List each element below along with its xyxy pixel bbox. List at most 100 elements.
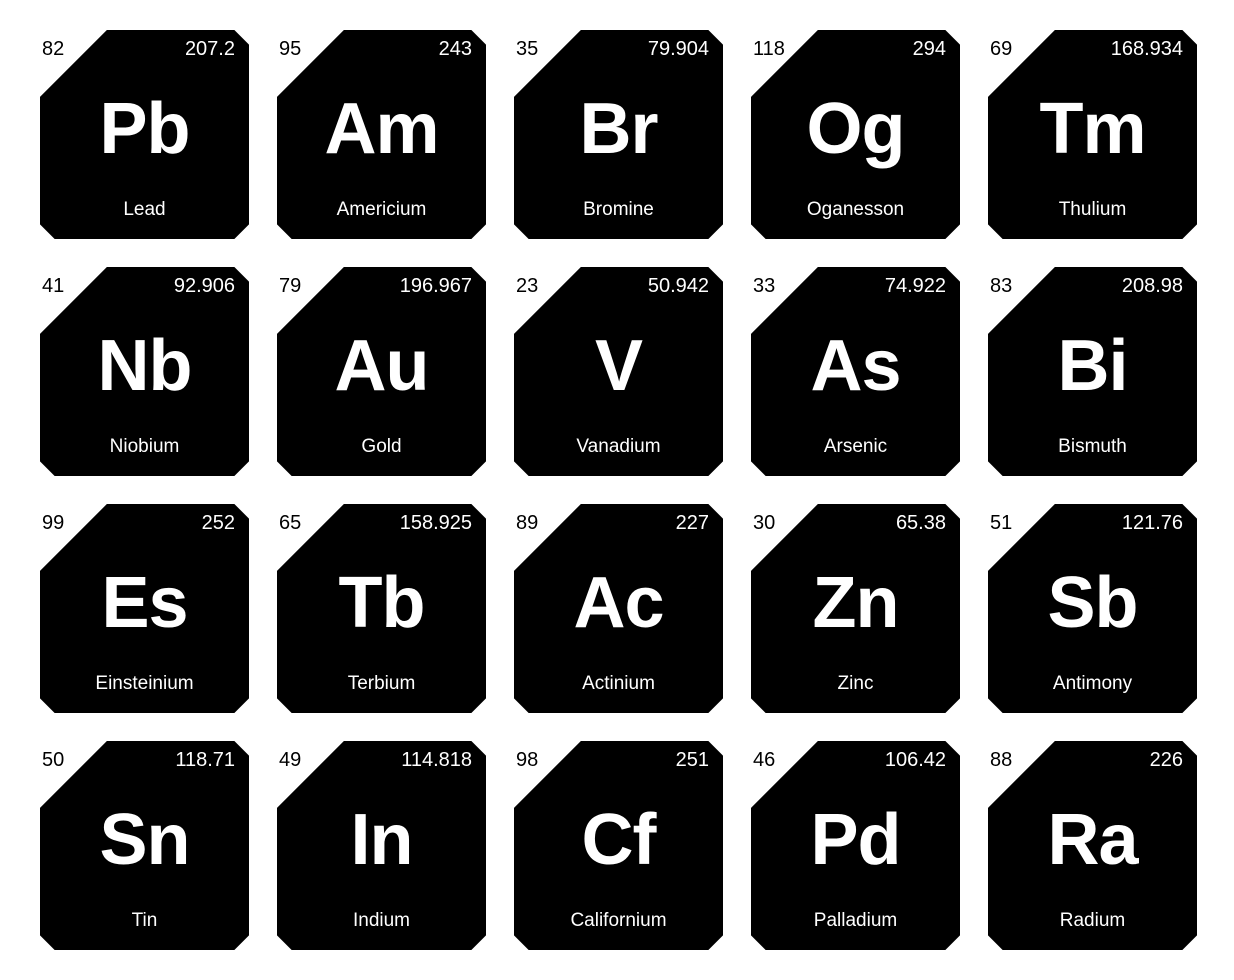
atomic-number: 30 — [753, 512, 775, 535]
element-symbol: Sb — [988, 567, 1197, 639]
atomic-mass: 114.818 — [401, 749, 472, 772]
element-tile: 98 251 Cf Californium — [514, 741, 723, 950]
atomic-mass: 118.71 — [175, 749, 235, 772]
atomic-mass: 50.942 — [648, 275, 709, 298]
atomic-mass: 227 — [676, 512, 709, 535]
atomic-number: 83 — [990, 275, 1012, 298]
element-name: Radium — [988, 910, 1197, 932]
element-symbol: As — [751, 330, 960, 402]
element-tile: 23 50.942 V Vanadium — [514, 267, 723, 476]
element-name: Vanadium — [514, 436, 723, 458]
element-tile: 50 118.71 Sn Tin — [40, 741, 249, 950]
atomic-mass: 121.76 — [1122, 512, 1183, 535]
element-tile: 89 227 Ac Actinium — [514, 504, 723, 713]
element-symbol: Ac — [514, 567, 723, 639]
element-tile: 30 65.38 Zn Zinc — [751, 504, 960, 713]
atomic-number: 99 — [42, 512, 64, 535]
atomic-number: 82 — [42, 38, 64, 61]
element-symbol: Tb — [277, 567, 486, 639]
element-grid: 82 207.2 Pb Lead 95 243 Am Americium 35 79.904 Br B… — [0, 0, 1234, 980]
atomic-mass: 226 — [1150, 749, 1183, 772]
atomic-number: 50 — [42, 749, 64, 772]
element-name: Tin — [40, 910, 249, 932]
atomic-mass: 252 — [202, 512, 235, 535]
element-name: Oganesson — [751, 199, 960, 221]
atomic-number: 89 — [516, 512, 538, 535]
atomic-mass: 208.98 — [1122, 275, 1183, 298]
atomic-number: 23 — [516, 275, 538, 298]
element-symbol: Cf — [514, 804, 723, 876]
element-tile: 35 79.904 Br Bromine — [514, 30, 723, 239]
element-tile: 65 158.925 Tb Terbium — [277, 504, 486, 713]
element-tile: 51 121.76 Sb Antimony — [988, 504, 1197, 713]
element-name: Arsenic — [751, 436, 960, 458]
element-symbol: Ra — [988, 804, 1197, 876]
element-symbol: Es — [40, 567, 249, 639]
atomic-number: 35 — [516, 38, 538, 61]
element-name: Californium — [514, 910, 723, 932]
element-tile: 33 74.922 As Arsenic — [751, 267, 960, 476]
element-tile: 99 252 Es Einsteinium — [40, 504, 249, 713]
element-name: Actinium — [514, 673, 723, 695]
element-tile: 69 168.934 Tm Thulium — [988, 30, 1197, 239]
atomic-mass: 196.967 — [400, 275, 472, 298]
atomic-mass: 106.42 — [885, 749, 946, 772]
element-name: Terbium — [277, 673, 486, 695]
element-symbol: Au — [277, 330, 486, 402]
element-tile: 46 106.42 Pd Palladium — [751, 741, 960, 950]
element-name: Americium — [277, 199, 486, 221]
atomic-number: 65 — [279, 512, 301, 535]
atomic-number: 49 — [279, 749, 301, 772]
atomic-mass: 158.925 — [400, 512, 472, 535]
element-symbol: Og — [751, 93, 960, 165]
element-name: Bismuth — [988, 436, 1197, 458]
element-tile: 41 92.906 Nb Niobium — [40, 267, 249, 476]
atomic-number: 69 — [990, 38, 1012, 61]
atomic-mass: 243 — [439, 38, 472, 61]
element-symbol: Nb — [40, 330, 249, 402]
atomic-number: 51 — [990, 512, 1012, 535]
element-symbol: Pd — [751, 804, 960, 876]
element-name: Indium — [277, 910, 486, 932]
element-tile: 118 294 Og Oganesson — [751, 30, 960, 239]
atomic-number: 118 — [753, 38, 785, 61]
atomic-mass: 92.906 — [174, 275, 235, 298]
element-name: Thulium — [988, 199, 1197, 221]
atomic-mass: 168.934 — [1111, 38, 1183, 61]
element-tile: 88 226 Ra Radium — [988, 741, 1197, 950]
atomic-mass: 65.38 — [896, 512, 946, 535]
element-symbol: Tm — [988, 93, 1197, 165]
atomic-mass: 294 — [913, 38, 946, 61]
atomic-mass: 79.904 — [648, 38, 709, 61]
element-symbol: Am — [277, 93, 486, 165]
element-name: Palladium — [751, 910, 960, 932]
element-symbol: In — [277, 804, 486, 876]
atomic-number: 41 — [42, 275, 64, 298]
atomic-number: 33 — [753, 275, 775, 298]
atomic-number: 95 — [279, 38, 301, 61]
element-tile: 95 243 Am Americium — [277, 30, 486, 239]
element-symbol: Zn — [751, 567, 960, 639]
element-tile: 49 114.818 In Indium — [277, 741, 486, 950]
element-tile: 82 207.2 Pb Lead — [40, 30, 249, 239]
element-name: Zinc — [751, 673, 960, 695]
element-symbol: V — [514, 330, 723, 402]
atomic-mass: 207.2 — [185, 38, 235, 61]
element-name: Niobium — [40, 436, 249, 458]
element-symbol: Sn — [40, 804, 249, 876]
atomic-number: 46 — [753, 749, 775, 772]
element-symbol: Pb — [40, 93, 249, 165]
element-tile: 79 196.967 Au Gold — [277, 267, 486, 476]
atomic-mass: 74.922 — [885, 275, 946, 298]
atomic-number: 79 — [279, 275, 301, 298]
element-name: Einsteinium — [40, 673, 249, 695]
atomic-number: 98 — [516, 749, 538, 772]
element-name: Bromine — [514, 199, 723, 221]
atomic-number: 88 — [990, 749, 1012, 772]
element-symbol: Bi — [988, 330, 1197, 402]
element-name: Antimony — [988, 673, 1197, 695]
element-symbol: Br — [514, 93, 723, 165]
element-name: Lead — [40, 199, 249, 221]
atomic-mass: 251 — [676, 749, 709, 772]
element-name: Gold — [277, 436, 486, 458]
